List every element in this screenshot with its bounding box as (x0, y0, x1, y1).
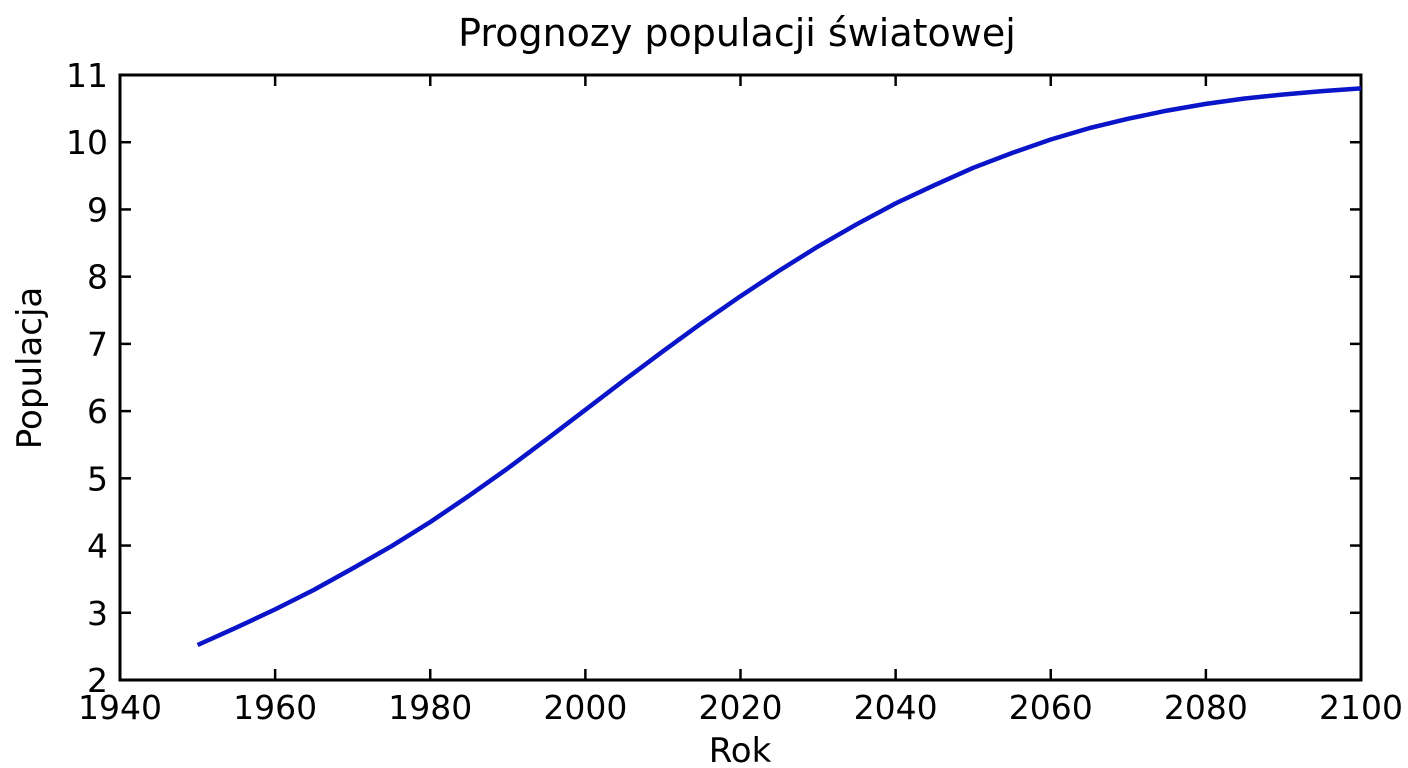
x-axis-label: Rok (709, 731, 772, 768)
x-tick-label: 2100 (1319, 688, 1403, 727)
plot-frame (118, 73, 1363, 682)
y-tick-label: 7 (87, 325, 108, 364)
y-tick-label: 10 (66, 123, 108, 162)
y-tick-label: 11 (66, 56, 108, 95)
x-tick-label: 1980 (388, 688, 472, 727)
x-tick-label: 2000 (543, 688, 627, 727)
x-tick-label: 2080 (1164, 688, 1248, 727)
y-tick-label: 2 (87, 661, 108, 700)
x-tick-label: 2060 (1009, 688, 1093, 727)
y-tick-label: 3 (87, 594, 108, 633)
y-tick-label: 9 (87, 190, 108, 229)
series-line (196, 86, 1362, 648)
y-axis-label: Populacja (10, 287, 50, 449)
x-tick-label: 1960 (233, 688, 317, 727)
x-tick-label: 2040 (854, 688, 938, 727)
plot-area: 1940 1960 1980 2000 2020 2040 2060 2080 2100 2 3 4 5… (66, 56, 1403, 727)
y-tick-label: 5 (87, 459, 108, 498)
x-tick-label: 1940 (78, 688, 162, 727)
chart-title: Prognozy populacji światowej (458, 11, 1016, 55)
x-tick-label: 2020 (699, 688, 783, 727)
y-tick-label: 8 (87, 258, 108, 297)
y-tick-label: 6 (87, 392, 108, 431)
y-tick-label: 4 (87, 527, 108, 566)
